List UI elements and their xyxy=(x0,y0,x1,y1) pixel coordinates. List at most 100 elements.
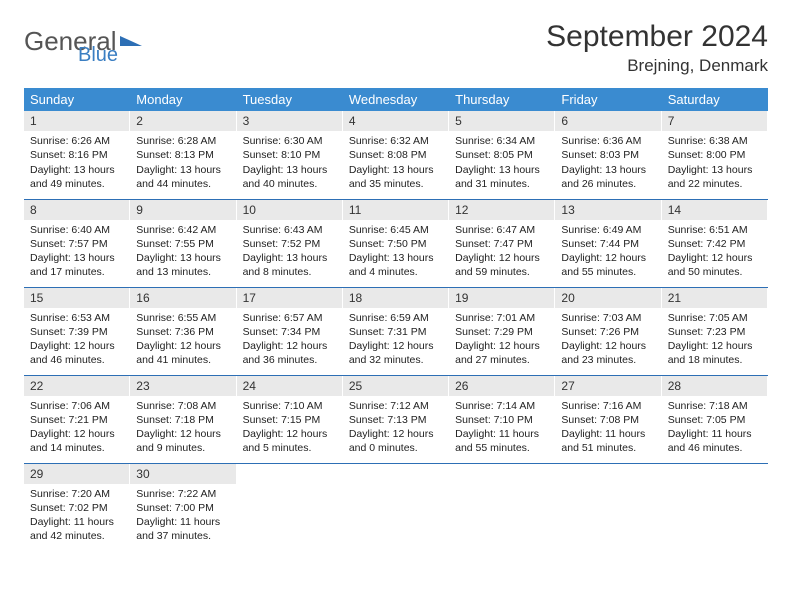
title-block: September 2024 Brejning, Denmark xyxy=(546,20,768,76)
header: General Blue September 2024 Brejning, De… xyxy=(24,20,768,76)
sunset-line: Sunset: 8:16 PM xyxy=(30,148,124,162)
calendar-week-row: 8Sunrise: 6:40 AMSunset: 7:57 PMDaylight… xyxy=(24,199,768,287)
day-details: Sunrise: 6:45 AMSunset: 7:50 PMDaylight:… xyxy=(343,220,449,285)
day-number: 28 xyxy=(662,376,768,396)
calendar-week-row: 22Sunrise: 7:06 AMSunset: 7:21 PMDayligh… xyxy=(24,375,768,463)
day-number: 8 xyxy=(24,200,130,220)
day-details: Sunrise: 6:49 AMSunset: 7:44 PMDaylight:… xyxy=(555,220,661,285)
day-number: 1 xyxy=(24,111,130,131)
weekday-header: Monday xyxy=(130,88,236,111)
sunset-line: Sunset: 7:39 PM xyxy=(30,325,124,339)
sunrise-line: Sunrise: 6:32 AM xyxy=(349,134,443,148)
calendar-day-cell: .. xyxy=(343,463,449,551)
daylight-line: Daylight: 13 hours and 8 minutes. xyxy=(243,251,337,279)
logo-word-2: Blue xyxy=(78,44,118,67)
day-number: 22 xyxy=(24,376,130,396)
day-number: 14 xyxy=(662,200,768,220)
calendar-day-cell: 20Sunrise: 7:03 AMSunset: 7:26 PMDayligh… xyxy=(555,287,661,375)
sunset-line: Sunset: 7:10 PM xyxy=(455,413,549,427)
daylight-line: Daylight: 12 hours and 18 minutes. xyxy=(668,339,762,367)
daylight-line: Daylight: 13 hours and 49 minutes. xyxy=(30,163,124,191)
daylight-line: Daylight: 13 hours and 31 minutes. xyxy=(455,163,549,191)
weekday-header: Friday xyxy=(555,88,661,111)
calendar-day-cell: 6Sunrise: 6:36 AMSunset: 8:03 PMDaylight… xyxy=(555,111,661,199)
sunrise-line: Sunrise: 6:51 AM xyxy=(668,223,762,237)
sunset-line: Sunset: 8:03 PM xyxy=(561,148,655,162)
day-details: Sunrise: 7:20 AMSunset: 7:02 PMDaylight:… xyxy=(24,484,130,549)
weekday-header-row: SundayMondayTuesdayWednesdayThursdayFrid… xyxy=(24,88,768,111)
day-details: Sunrise: 6:36 AMSunset: 8:03 PMDaylight:… xyxy=(555,131,661,196)
sunset-line: Sunset: 7:29 PM xyxy=(455,325,549,339)
calendar-week-row: 15Sunrise: 6:53 AMSunset: 7:39 PMDayligh… xyxy=(24,287,768,375)
daylight-line: Daylight: 11 hours and 46 minutes. xyxy=(668,427,762,455)
sunset-line: Sunset: 7:42 PM xyxy=(668,237,762,251)
sunrise-line: Sunrise: 6:43 AM xyxy=(243,223,337,237)
sunrise-line: Sunrise: 7:14 AM xyxy=(455,399,549,413)
logo-triangle-icon xyxy=(120,36,142,46)
calendar-day-cell: 14 Sunrise: 6:51 AMSunset: 7:42 PMDayligh… xyxy=(662,199,768,287)
calendar-day-cell: 8Sunrise: 6:40 AMSunset: 7:57 PMDaylight… xyxy=(24,199,130,287)
sunrise-line: Sunrise: 6:28 AM xyxy=(136,134,230,148)
sunset-line: Sunset: 7:26 PM xyxy=(561,325,655,339)
day-number: 5 xyxy=(449,111,555,131)
calendar-day-cell: 10Sunrise: 6:43 AMSunset: 7:52 PMDayligh… xyxy=(237,199,343,287)
daylight-line: Daylight: 13 hours and 13 minutes. xyxy=(136,251,230,279)
day-number: 7 xyxy=(662,111,768,131)
calendar-day-cell: 2Sunrise: 6:28 AMSunset: 8:13 PMDaylight… xyxy=(130,111,236,199)
calendar-day-cell: 15Sunrise: 6:53 AMSunset: 7:39 PMDayligh… xyxy=(24,287,130,375)
day-number: 19 xyxy=(449,288,555,308)
day-details: Sunrise: 6:47 AMSunset: 7:47 PMDaylight:… xyxy=(449,220,555,285)
weekday-header: Sunday xyxy=(24,88,130,111)
sunset-line: Sunset: 7:05 PM xyxy=(668,413,762,427)
daylight-line: Daylight: 12 hours and 14 minutes. xyxy=(30,427,124,455)
sunset-line: Sunset: 7:18 PM xyxy=(136,413,230,427)
daylight-line: Daylight: 12 hours and 50 minutes. xyxy=(668,251,762,279)
day-number: 11 xyxy=(343,200,449,220)
daylight-line: Daylight: 12 hours and 9 minutes. xyxy=(136,427,230,455)
day-details: Sunrise: 7:01 AMSunset: 7:29 PMDaylight:… xyxy=(449,308,555,373)
daylight-line: Daylight: 13 hours and 44 minutes. xyxy=(136,163,230,191)
calendar-day-cell: .. xyxy=(662,463,768,551)
daylight-line: Daylight: 12 hours and 23 minutes. xyxy=(561,339,655,367)
day-number: 9 xyxy=(130,200,236,220)
calendar-day-cell: 29Sunrise: 7:20 AMSunset: 7:02 PMDayligh… xyxy=(24,463,130,551)
sunset-line: Sunset: 7:15 PM xyxy=(243,413,337,427)
day-details: Sunrise: 7:14 AMSunset: 7:10 PMDaylight:… xyxy=(449,396,555,461)
calendar-day-cell: 24Sunrise: 7:10 AMSunset: 7:15 PMDayligh… xyxy=(237,375,343,463)
sunset-line: Sunset: 8:00 PM xyxy=(668,148,762,162)
day-details: Sunrise: 6:57 AMSunset: 7:34 PMDaylight:… xyxy=(237,308,343,373)
calendar-table: SundayMondayTuesdayWednesdayThursdayFrid… xyxy=(24,88,768,551)
sunset-line: Sunset: 8:13 PM xyxy=(136,148,230,162)
day-details: Sunrise: 7:08 AMSunset: 7:18 PMDaylight:… xyxy=(130,396,236,461)
sunset-line: Sunset: 7:47 PM xyxy=(455,237,549,251)
daylight-line: Daylight: 12 hours and 41 minutes. xyxy=(136,339,230,367)
day-details: Sunrise: 6:55 AMSunset: 7:36 PMDaylight:… xyxy=(130,308,236,373)
day-number: 3 xyxy=(237,111,343,131)
calendar-day-cell: .. xyxy=(449,463,555,551)
sunrise-line: Sunrise: 6:55 AM xyxy=(136,311,230,325)
calendar-day-cell: 13Sunrise: 6:49 AMSunset: 7:44 PMDayligh… xyxy=(555,199,661,287)
day-number: 13 xyxy=(555,200,661,220)
daylight-line: Daylight: 13 hours and 4 minutes. xyxy=(349,251,443,279)
day-number: 23 xyxy=(130,376,236,396)
calendar-week-row: 1Sunrise: 6:26 AMSunset: 8:16 PMDaylight… xyxy=(24,111,768,199)
location-label: Brejning, Denmark xyxy=(546,56,768,76)
sunrise-line: Sunrise: 7:18 AM xyxy=(668,399,762,413)
calendar-day-cell: 3Sunrise: 6:30 AMSunset: 8:10 PMDaylight… xyxy=(237,111,343,199)
weekday-header: Tuesday xyxy=(237,88,343,111)
weekday-header: Thursday xyxy=(449,88,555,111)
sunrise-line: Sunrise: 7:03 AM xyxy=(561,311,655,325)
sunrise-line: Sunrise: 6:36 AM xyxy=(561,134,655,148)
day-number: 26 xyxy=(449,376,555,396)
day-number: 6 xyxy=(555,111,661,131)
day-details: Sunrise: 7:18 AMSunset: 7:05 PMDaylight:… xyxy=(662,396,768,461)
calendar-day-cell: 9Sunrise: 6:42 AMSunset: 7:55 PMDaylight… xyxy=(130,199,236,287)
day-details: Sunrise: 6:43 AMSunset: 7:52 PMDaylight:… xyxy=(237,220,343,285)
sunrise-line: Sunrise: 6:45 AM xyxy=(349,223,443,237)
sunset-line: Sunset: 7:23 PM xyxy=(668,325,762,339)
sunset-line: Sunset: 7:08 PM xyxy=(561,413,655,427)
day-details: Sunrise: 6:53 AMSunset: 7:39 PMDaylight:… xyxy=(24,308,130,373)
sunset-line: Sunset: 7:52 PM xyxy=(243,237,337,251)
daylight-line: Daylight: 12 hours and 27 minutes. xyxy=(455,339,549,367)
sunrise-line: Sunrise: 6:59 AM xyxy=(349,311,443,325)
